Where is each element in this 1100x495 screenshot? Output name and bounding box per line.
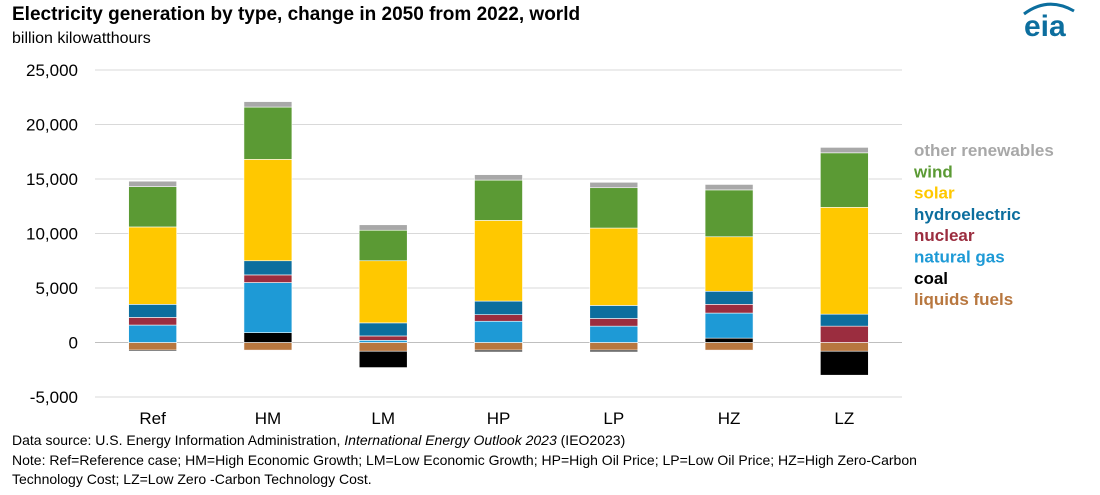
x-tick-label-lp: LP [603, 409, 624, 428]
chart-subtitle: billion kilowatthours [12, 30, 151, 47]
bar-hz-other [704, 184, 754, 191]
bar-lp-hydro [589, 305, 639, 319]
bar-lm-coal [358, 350, 408, 368]
legend-nuclear: nuclear [914, 226, 975, 245]
y-tick-label: 5,000 [35, 279, 78, 298]
y-tick-label: 25,000 [26, 61, 78, 80]
bar-lz-other [820, 147, 869, 154]
bar-ref-hydro [128, 304, 177, 318]
data-source-note: Data source: U.S. Energy Information Adm… [12, 431, 625, 449]
bar-hp-liquids [474, 342, 523, 351]
legend-coal: coal [914, 269, 948, 288]
bar-lm-gas [358, 340, 408, 343]
bar-lp-coal [589, 349, 639, 353]
bar-hm-hydro [243, 260, 293, 276]
y-tick-label: -5,000 [30, 388, 78, 407]
bar-hm-wind [243, 106, 293, 160]
bar-ref-coal [128, 349, 177, 352]
bar-hm-liquids [243, 342, 293, 351]
bar-hz-coal [704, 337, 754, 343]
x-tick-label-lm: LM [371, 409, 395, 428]
bar-hp-gas [474, 320, 523, 343]
bar-hz-hydro [704, 290, 754, 305]
bar-lp-wind [589, 187, 639, 229]
legend-solar: solar [914, 184, 955, 203]
bar-lz-wind [820, 152, 869, 208]
bar-ref-other [128, 180, 177, 187]
bar-hm-coal [243, 332, 293, 343]
eia-logo: eia [1020, 2, 1078, 47]
bar-hz-wind [704, 189, 754, 238]
bar-lm-hydro [358, 322, 408, 337]
bar-lm-liquids [358, 342, 408, 352]
bar-lz-solar [820, 207, 869, 315]
bar-hz-liquids [704, 342, 754, 351]
bar-hz-gas [704, 312, 754, 339]
bar-lm-nuclear [358, 335, 408, 341]
note-line-2: Technology Cost; LZ=Low Zero -Carbon Tec… [12, 471, 372, 487]
bar-lp-nuclear [589, 318, 639, 327]
bar-hm-nuclear [243, 274, 293, 283]
bar-hp-solar [474, 220, 523, 302]
y-tick-label: 20,000 [26, 116, 78, 135]
x-tick-label-ref: Ref [139, 409, 166, 428]
note-line-1: Note: Ref=Reference case; HM=High Econom… [12, 452, 917, 468]
source-suffix: (IEO2023) [556, 432, 626, 448]
legend: other renewables wind solar hydroelectric nu… [913, 141, 1054, 309]
bar-lp-gas [589, 325, 639, 343]
bar-lp-other [589, 181, 639, 189]
bar-lz-hydro [820, 313, 869, 327]
bar-hp-coal [474, 349, 523, 353]
bar-hm-solar [243, 159, 293, 262]
bars [128, 101, 869, 376]
bar-lm-other [358, 224, 408, 231]
bar-ref-solar [128, 226, 177, 305]
bar-ref-nuclear [128, 317, 177, 326]
bar-lz-coal [820, 350, 869, 376]
eia-logo-text: eia [1024, 10, 1066, 42]
bar-lp-solar [589, 227, 639, 306]
stacked-bar-chart: 25,000 20,000 15,000 10,000 5,000 0 -5,000 Ref… [26, 61, 1054, 428]
bar-ref-gas [128, 324, 177, 343]
legend-wind: wind [913, 162, 953, 181]
source-title: International Energy Outlook 2023 [344, 432, 557, 448]
x-axis-ticks: Ref HM LM HP LP HZ LZ [139, 409, 854, 428]
bar-hp-hydro [474, 300, 523, 316]
bar-ref-wind [128, 186, 177, 228]
bar-hp-nuclear [474, 314, 523, 322]
bar-hp-wind [474, 179, 523, 221]
y-tick-label: 0 [69, 334, 78, 353]
bar-lz-liquids [820, 342, 869, 352]
bar-ref-liquids [128, 342, 177, 351]
bar-lz-nuclear [820, 325, 869, 343]
x-tick-label-lz: LZ [834, 409, 854, 428]
bar-lm-wind [358, 229, 408, 262]
legend-other: other renewables [914, 141, 1054, 160]
y-axis-ticks: 25,000 20,000 15,000 10,000 5,000 0 -5,000 [26, 61, 78, 407]
legend-liquids: liquids fuels [914, 290, 1013, 309]
bar-hz-nuclear [704, 304, 754, 314]
bar-lm-solar [358, 260, 408, 324]
chart-title: Electricity generation by type, change i… [12, 4, 581, 25]
source-prefix: Data source: U.S. Energy Information Adm… [12, 432, 345, 448]
x-tick-label-hz: HZ [718, 409, 741, 428]
y-tick-label: 10,000 [26, 225, 78, 244]
x-tick-label-hp: HP [487, 409, 511, 428]
bar-lp-liquids [589, 342, 639, 351]
bar-hz-solar [704, 236, 754, 292]
legend-gas: natural gas [914, 248, 1005, 267]
bar-hp-other [474, 174, 523, 181]
bar-hm-other [243, 101, 293, 108]
legend-hydro: hydroelectric [914, 205, 1021, 224]
x-tick-label-hm: HM [255, 409, 281, 428]
bar-hm-gas [243, 282, 293, 333]
y-tick-label: 15,000 [26, 170, 78, 189]
